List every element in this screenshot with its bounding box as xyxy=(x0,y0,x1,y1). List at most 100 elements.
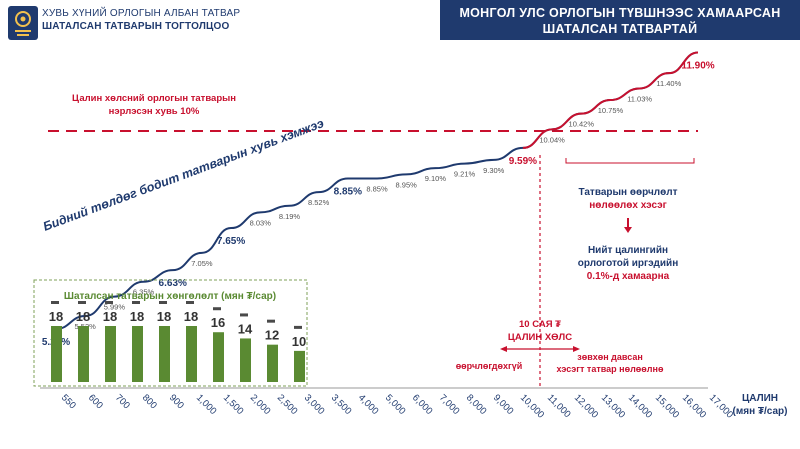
population-label-line3: 0.1%-д хамаарна xyxy=(587,271,670,282)
change-label-line1: Татварын өөрчлөлт xyxy=(579,187,678,198)
relief-bar xyxy=(213,332,224,382)
page-title-line1: МОНГОЛ УЛС ОРЛОГЫН ТҮВШНЭЭС ХАМААРСАН xyxy=(459,6,781,20)
affected-label-line1: зөвхөн давсан xyxy=(577,352,643,362)
relief-value: 18 xyxy=(130,309,144,324)
unchanged-label: өөрчлөгдөхгүй xyxy=(456,361,523,371)
rate-label: 10.75% xyxy=(598,106,624,115)
x-tick-label: 13,000 xyxy=(599,392,627,420)
x-tick-label: 6,000 xyxy=(410,392,435,417)
relief-panel xyxy=(33,279,308,387)
x-tick-label: 9,000 xyxy=(491,392,516,417)
threshold-label-line2: ЦАЛИН ХӨЛС xyxy=(508,332,572,343)
rate-label: 8.85% xyxy=(334,186,362,197)
rate-label: 9.10% xyxy=(425,174,447,183)
org-name-line2: ШАТАЛСАН ТАТВАРЫН ТОГТОЛЦОО xyxy=(42,21,230,32)
rate-label: 10.04% xyxy=(539,135,565,144)
relief-value: 18 xyxy=(49,309,63,324)
x-axis-label-line1: ЦАЛИН xyxy=(742,393,778,404)
x-tick-label: 15,000 xyxy=(653,392,681,420)
x-tick-label: 17,000 xyxy=(707,392,735,420)
x-tick-label: 8,000 xyxy=(464,392,489,417)
x-tick-label: 2,000 xyxy=(248,392,273,417)
rate-label: 9.59% xyxy=(509,156,537,167)
nominal-rate-label-line1: Цалин хөлсний орлогын татварын xyxy=(72,93,236,104)
relief-bar-cap xyxy=(78,301,86,304)
rate-labels: 5.21%5.52%5.99%6.35%6.63%7.05%7.65%8.03%… xyxy=(42,61,715,348)
relief-bar xyxy=(186,326,197,382)
rate-label: 6.35% xyxy=(133,288,155,297)
relief-bar xyxy=(159,326,170,382)
relief-value: 16 xyxy=(211,315,225,330)
relief-bar xyxy=(267,344,278,382)
relief-value: 10 xyxy=(292,334,306,349)
x-tick-label: 10,000 xyxy=(518,392,546,420)
page-title-line2: ШАТАЛСАН ТАТВАРТАЙ xyxy=(542,22,698,36)
arrow-left-head xyxy=(500,346,507,352)
down-arrow-head xyxy=(624,227,632,233)
x-tick-label: 11,000 xyxy=(545,392,573,420)
x-tick-label: 5,000 xyxy=(383,392,408,417)
x-tick-label: 16,000 xyxy=(680,392,708,420)
relief-value: 18 xyxy=(157,309,171,324)
relief-bar xyxy=(105,326,116,382)
rate-label: 8.85% xyxy=(366,184,388,193)
effective-rate-series xyxy=(55,51,699,330)
relief-bars: 18 18 18 18 18 18 16 14 12 10 xyxy=(49,301,306,382)
x-tick-label: 3,000 xyxy=(302,392,327,417)
relief-bar-cap xyxy=(159,301,167,304)
rate-label: 11.03% xyxy=(627,94,652,103)
relief-bar xyxy=(132,326,143,382)
x-tick-label: 700 xyxy=(113,392,132,411)
nominal-rate-label-line2: нэрлэсэн хувь 10% xyxy=(109,106,200,117)
relief-bar xyxy=(78,326,89,382)
x-tick-label: 600 xyxy=(86,392,105,411)
rate-label: 9.30% xyxy=(483,166,505,175)
relief-value: 18 xyxy=(76,309,90,324)
x-tick-label: 3,500 xyxy=(329,392,354,417)
x-tick-label: 12,000 xyxy=(572,392,600,420)
relief-bar-cap xyxy=(294,325,302,329)
effective-rate-curve-red xyxy=(522,51,699,149)
affected-range-bracket xyxy=(565,158,695,164)
relief-bar-cap xyxy=(186,301,194,304)
x-tick-labels: 550 600 700 800 900 1,000 1,500 2,000 2,500 3,000… xyxy=(59,392,735,420)
x-tick-label: 1,000 xyxy=(194,392,219,417)
population-label-line1: Нийт цалингийн xyxy=(588,245,668,256)
rate-label: 11.40% xyxy=(656,79,681,88)
relief-bar xyxy=(240,338,251,382)
title-banner: МОНГОЛ УЛС ОРЛОГЫН ТҮВШНЭЭС ХАМААРСАН ША… xyxy=(440,0,800,40)
rate-label: 5.99% xyxy=(104,303,126,312)
relief-bar-cap xyxy=(51,301,59,304)
rate-label: 8.52% xyxy=(308,198,330,207)
population-label-line2: орлоготой иргэдийн xyxy=(578,258,678,269)
x-tick-label: 4,000 xyxy=(356,392,381,417)
relief-bar xyxy=(294,350,305,382)
rate-label: 8.19% xyxy=(279,212,301,221)
rate-label: 9.21% xyxy=(454,170,476,179)
relief-value: 12 xyxy=(265,328,279,343)
arrow-right-head xyxy=(573,346,580,352)
relief-bar xyxy=(51,326,62,382)
change-label-line2: нөлөөлөх хэсэг xyxy=(589,200,667,211)
rate-label: 10.42% xyxy=(569,120,595,129)
x-axis-label-line2: (мян ₮/сар) xyxy=(733,406,788,417)
x-tick-label: 800 xyxy=(140,392,159,411)
relief-title: Шаталсан татварын хөнгөлөлт (мян ₮/сар) xyxy=(64,291,276,302)
relief-bar-cap xyxy=(132,301,140,304)
rate-label: 11.90% xyxy=(681,61,714,72)
rate-label: 6.63% xyxy=(159,278,187,289)
rate-label: 7.65% xyxy=(217,236,245,247)
emblem-logo xyxy=(8,6,38,40)
x-tick-label: 7,000 xyxy=(437,392,462,417)
x-tick-label: 900 xyxy=(167,392,186,411)
relief-value: 18 xyxy=(103,309,117,324)
relief-bar-cap xyxy=(267,319,275,323)
rate-label: 8.95% xyxy=(396,180,418,189)
affected-label-line2: хэсэгт татвар нөлөөлнө xyxy=(557,364,664,374)
x-tick-label: 14,000 xyxy=(626,392,654,420)
relief-bar-cap xyxy=(105,301,113,304)
rate-label: 8.03% xyxy=(250,218,272,227)
relief-value: 14 xyxy=(238,321,253,336)
threshold-label-line1: 10 САЯ ₮ xyxy=(519,319,561,330)
